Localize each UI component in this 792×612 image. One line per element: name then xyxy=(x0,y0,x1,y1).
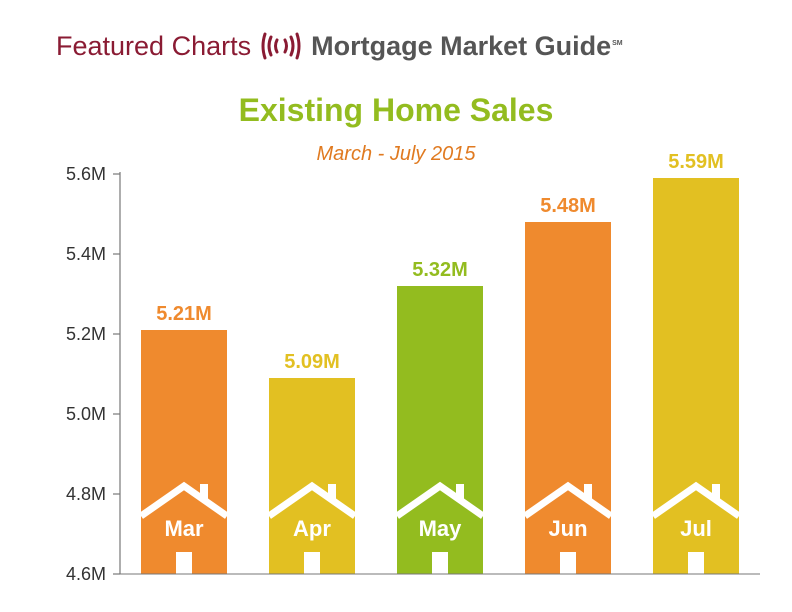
brand-featured-charts: Featured Charts xyxy=(56,30,252,61)
service-mark: SM xyxy=(612,39,623,47)
x-category-label: May xyxy=(419,516,463,541)
bar-value-label: 5.59M xyxy=(668,151,724,173)
bar-value-label: 5.32M xyxy=(412,259,468,281)
y-tick-label: 4.6M xyxy=(66,564,106,584)
x-category-label: Jul xyxy=(680,516,712,541)
bar xyxy=(269,378,355,574)
brand-mortgage-market-guide: Mortgage Market GuideSM xyxy=(311,31,623,62)
chart-subtitle: March - July 2015 xyxy=(316,143,476,165)
y-tick-label: 4.8M xyxy=(66,484,106,504)
y-tick-label: 5.4M xyxy=(66,244,106,264)
house-icon xyxy=(266,481,358,574)
y-tick-label: 5.6M xyxy=(66,164,106,184)
chart-title: Existing Home Sales xyxy=(238,92,554,128)
bar xyxy=(397,286,483,574)
house-icon xyxy=(522,481,614,574)
y-tick-label: 5.2M xyxy=(66,324,106,344)
brand-name: Mortgage Market Guide xyxy=(311,30,612,61)
bar-value-label: 5.48M xyxy=(540,195,596,217)
x-category-label: Apr xyxy=(293,516,331,541)
house-icon xyxy=(650,481,742,574)
x-category-label: Jun xyxy=(548,516,587,541)
x-category-label: Mar xyxy=(164,516,204,541)
bar-value-label: 5.21M xyxy=(156,303,212,325)
bar xyxy=(653,178,739,574)
house-icon xyxy=(138,481,230,574)
bar xyxy=(525,222,611,574)
house-icon xyxy=(394,481,486,574)
y-tick-label: 5.0M xyxy=(66,404,106,424)
header: Featured Charts Mortgage Market GuideSM xyxy=(56,26,623,66)
sound-waves-icon xyxy=(261,30,301,62)
bar-value-label: 5.09M xyxy=(284,351,340,373)
bar xyxy=(141,330,227,574)
